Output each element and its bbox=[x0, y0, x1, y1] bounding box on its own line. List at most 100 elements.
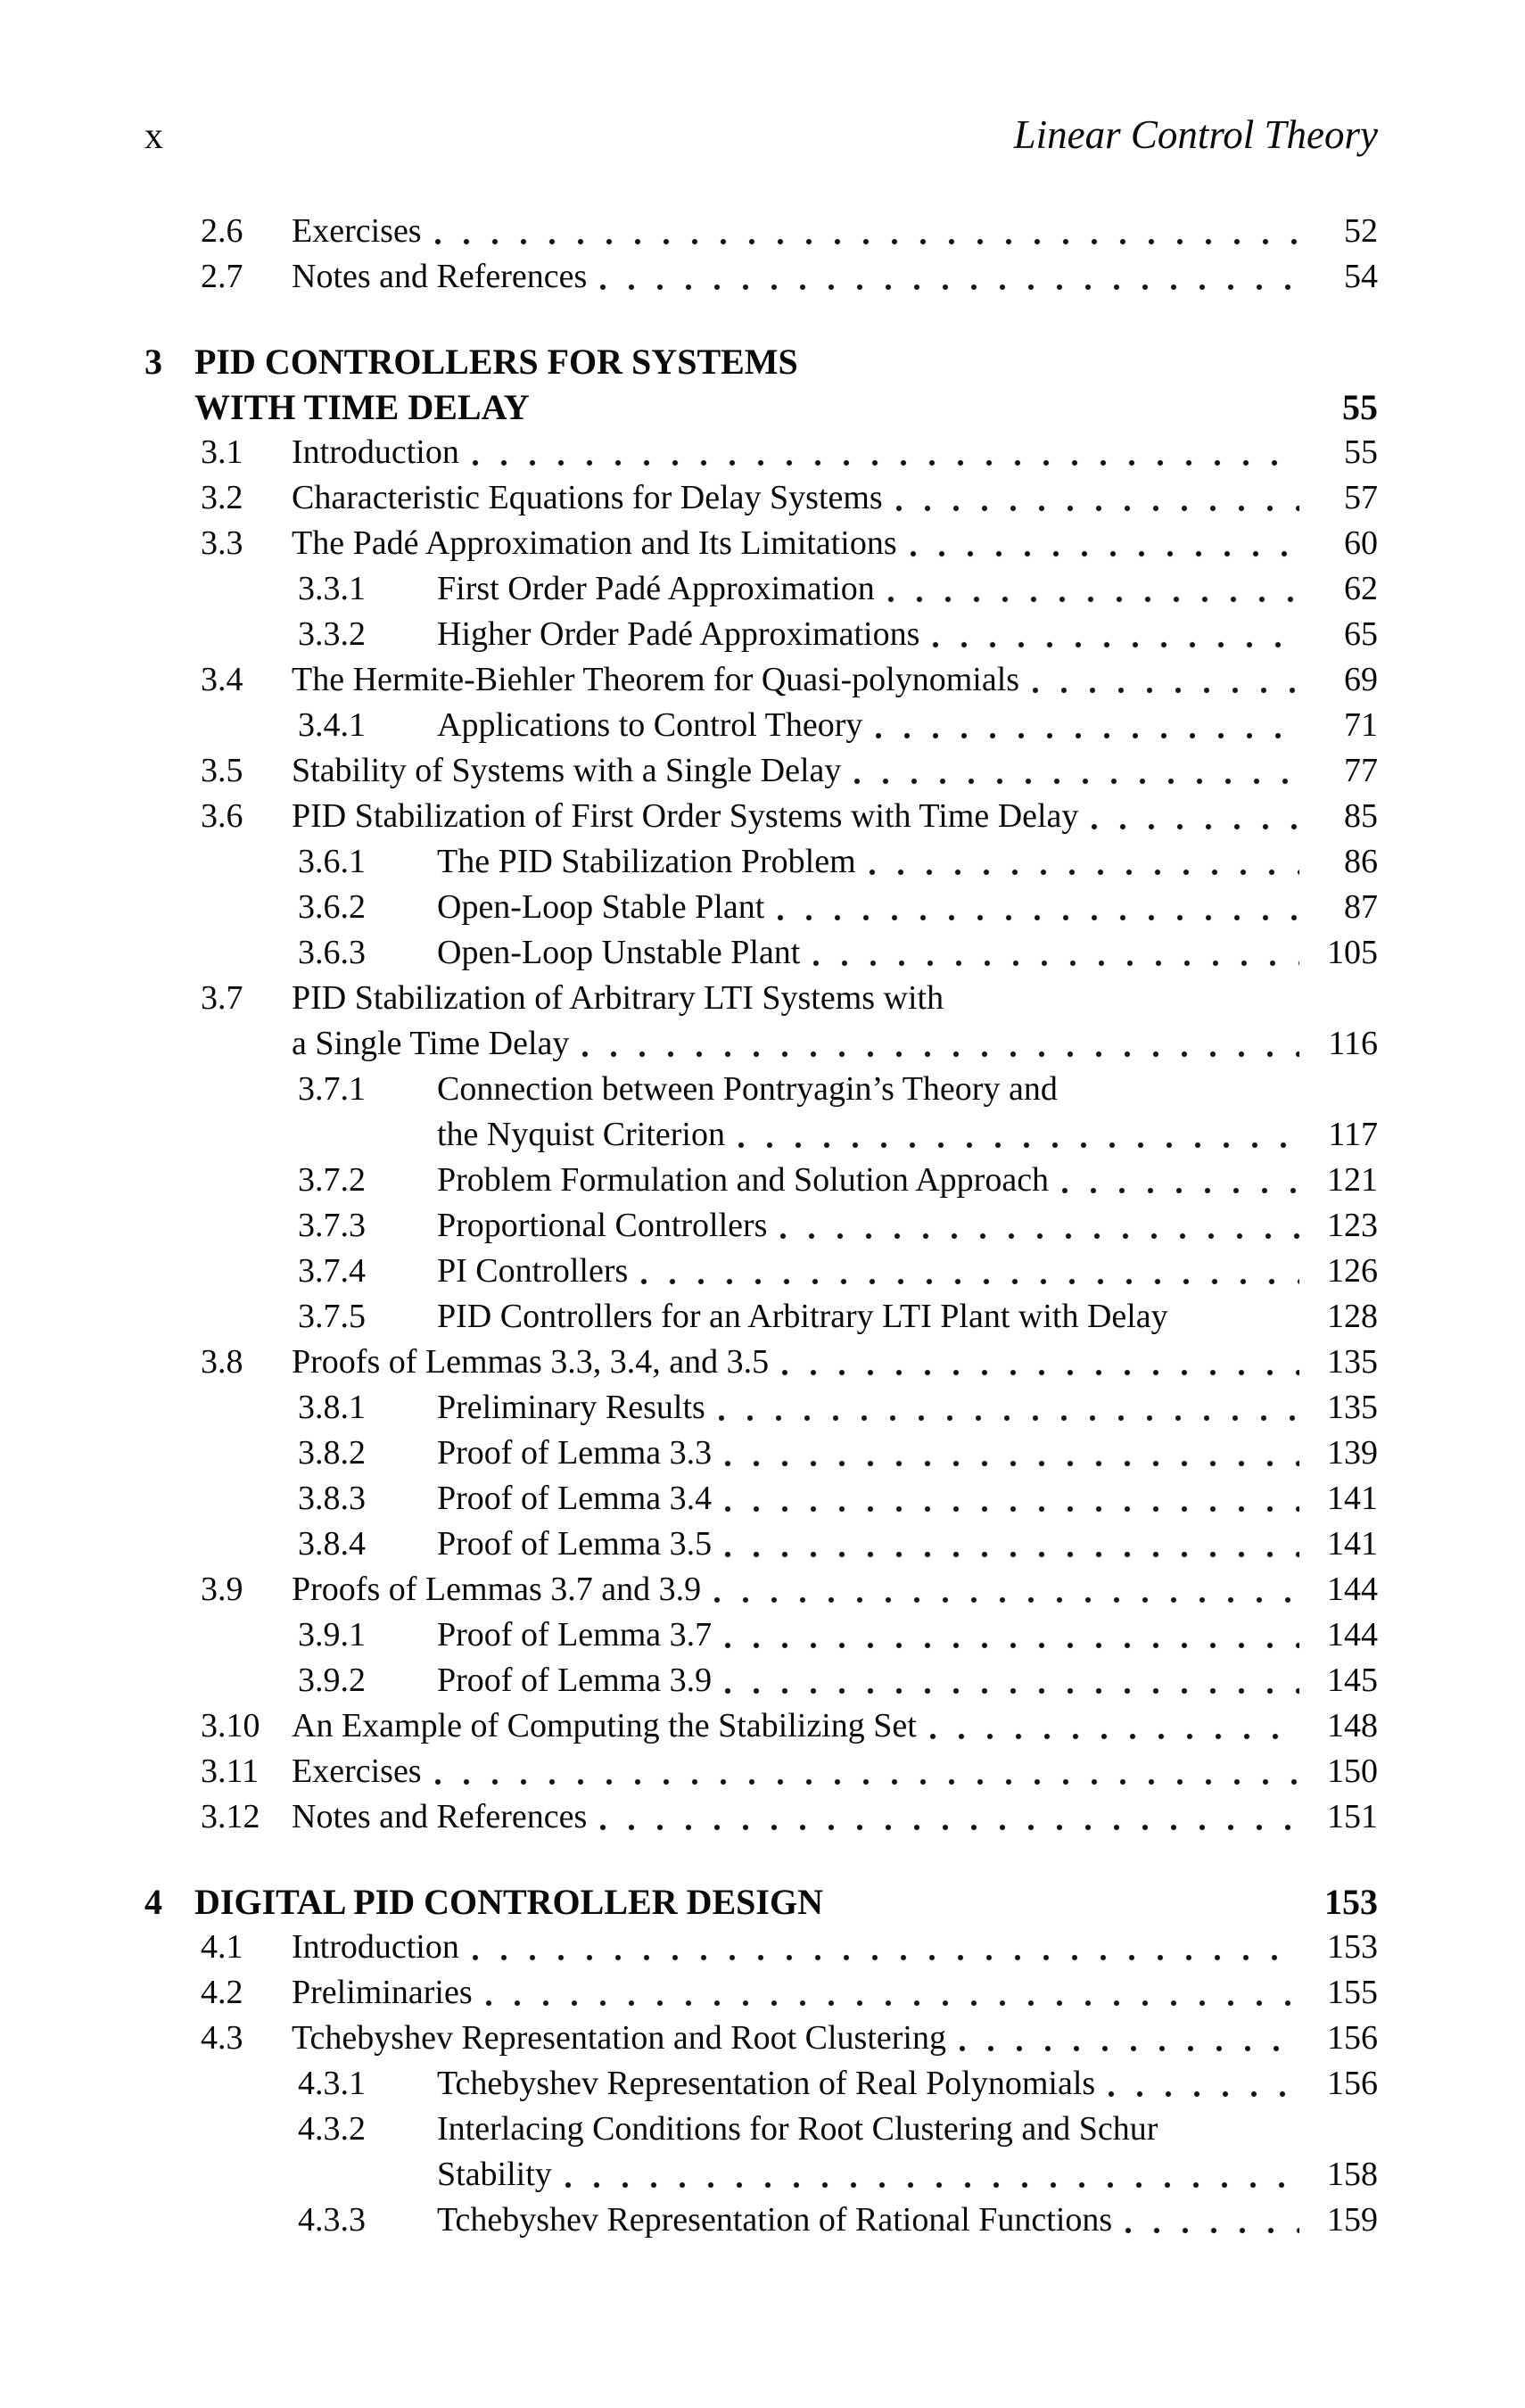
dot-leader bbox=[640, 1278, 1299, 1285]
dot-leader bbox=[928, 1733, 1299, 1740]
entry-page-number: 121 bbox=[1327, 1161, 1378, 1199]
entry-number: 2.6 bbox=[201, 212, 243, 250]
toc-entry-3.3.2: 3.3.2 Higher Order Padé Approximations 65 bbox=[144, 612, 1378, 657]
entry-page-number: 57 bbox=[1344, 479, 1378, 516]
toc-entry-3.5: 3.5 Stability of Systems with a Single De… bbox=[144, 748, 1378, 794]
entry-page-number: 77 bbox=[1344, 752, 1378, 789]
entry-number: 3.11 bbox=[201, 1752, 260, 1790]
entry-title: Exercises bbox=[292, 212, 422, 250]
toc-entry-3.8: 3.8 Proofs of Lemmas 3.3, 3.4, and 3.5 135 bbox=[144, 1340, 1378, 1385]
toc-entry-3.9.2: 3.9.2 Proof of Lemma 3.9 145 bbox=[144, 1658, 1378, 1703]
dot-leader bbox=[713, 1596, 1299, 1604]
entry-title: Tchebyshev Representation and Root Clust… bbox=[292, 2019, 946, 2057]
dot-leader bbox=[886, 596, 1299, 603]
entry-number: 3 bbox=[144, 342, 162, 382]
toc-entry-4.1: 4.1 Introduction 153 bbox=[144, 1925, 1378, 1970]
dot-leader bbox=[717, 1414, 1299, 1422]
entry-page-number: 105 bbox=[1327, 934, 1378, 971]
entry-number: 3.12 bbox=[201, 1798, 260, 1835]
entry-page-number: 148 bbox=[1327, 1707, 1378, 1744]
toc-entry-3.9.1: 3.9.1 Proof of Lemma 3.7 144 bbox=[144, 1612, 1378, 1658]
entry-number: 3.1 bbox=[201, 433, 243, 471]
dot-leader bbox=[433, 238, 1299, 245]
toc-entry-3.6.1: 3.6.1 The PID Stabilization Problem 86 bbox=[144, 839, 1378, 885]
entry-page-number: 126 bbox=[1327, 1252, 1378, 1290]
toc-entry-3.7.5: 3.7.5 PID Controllers for an Arbitrary LT… bbox=[144, 1294, 1378, 1340]
entry-title: Preliminary Results bbox=[437, 1389, 705, 1426]
entry-number: 3.8.2 bbox=[298, 1434, 366, 1472]
entry-number: 4.3 bbox=[201, 2019, 243, 2057]
toc-entry-3.7.1-continuation: the Nyquist Criterion 117 bbox=[144, 1112, 1378, 1158]
entry-number: 3.7.1 bbox=[298, 1070, 366, 1108]
toc-entry-3.7: 3.7 PID Stabilization of Arbitrary LTI Sy… bbox=[144, 976, 1378, 1021]
entry-title: PID Stabilization of Arbitrary LTI Syste… bbox=[292, 979, 944, 1017]
entry-title: Proof of Lemma 3.5 bbox=[437, 1525, 713, 1563]
entry-title-continuation: the Nyquist Criterion bbox=[437, 1116, 725, 1153]
entry-page-number: 158 bbox=[1327, 2156, 1378, 2193]
entry-page-number: 54 bbox=[1344, 258, 1378, 295]
toc-entry-3.8.1: 3.8.1 Preliminary Results 135 bbox=[144, 1385, 1378, 1431]
entry-title: Tchebyshev Representation of Real Polyno… bbox=[437, 2065, 1096, 2102]
toc-entry-3.4.1: 3.4.1 Applications to Control Theory 71 bbox=[144, 703, 1378, 748]
toc-entry-3.3: 3.3 The Padé Approximation and Its Limita… bbox=[144, 521, 1378, 566]
entry-page-number: 62 bbox=[1344, 570, 1378, 607]
entry-page-number: 150 bbox=[1327, 1752, 1378, 1790]
toc-entry-3.7.1: 3.7.1 Connection between Pontryagin’s The… bbox=[144, 1067, 1378, 1112]
entry-title-continuation: a Single Time Delay bbox=[292, 1025, 570, 1062]
entry-number: 4 bbox=[144, 1882, 162, 1922]
entry-number: 3.3.2 bbox=[298, 615, 366, 653]
entry-number: 3.7.5 bbox=[298, 1298, 366, 1335]
entry-page-number: 144 bbox=[1327, 1616, 1378, 1653]
toc-entry-3.9: 3.9 Proofs of Lemmas 3.7 and 3.9 144 bbox=[144, 1567, 1378, 1612]
toc-entry-3.12: 3.12 Notes and References 151 bbox=[144, 1794, 1378, 1840]
dot-leader bbox=[564, 2181, 1299, 2189]
entry-number: 3.7.2 bbox=[298, 1161, 366, 1199]
entry-page-number: 135 bbox=[1327, 1343, 1378, 1381]
entry-title: The Padé Approximation and Its Limitatio… bbox=[292, 524, 897, 562]
toc-entry-4.3.2-continuation: Stability 158 bbox=[144, 2152, 1378, 2198]
entry-number: 3.9.1 bbox=[298, 1616, 366, 1653]
entry-page-number: 87 bbox=[1344, 888, 1378, 926]
entry-title: Stability of Systems with a Single Delay bbox=[292, 752, 842, 789]
page-header: x Linear Control Theory bbox=[144, 109, 1378, 161]
dot-leader bbox=[471, 459, 1299, 466]
toc-entry-3.6.3: 3.6.3 Open-Loop Unstable Plant 105 bbox=[144, 930, 1378, 976]
dot-leader bbox=[484, 2000, 1299, 2007]
dot-leader bbox=[471, 1954, 1299, 1961]
toc-entry-3: 3 PID CONTROLLERS FOR SYSTEMS bbox=[144, 339, 1378, 384]
dot-leader bbox=[724, 1505, 1299, 1513]
toc-entry-4.3.1: 4.3.1 Tchebyshev Representation of Real P… bbox=[144, 2061, 1378, 2107]
dot-leader bbox=[1061, 1187, 1299, 1194]
entry-number: 3.4 bbox=[201, 661, 243, 698]
entry-title: Problem Formulation and Solution Approac… bbox=[437, 1161, 1050, 1199]
toc-entry-3.7-continuation: a Single Time Delay 116 bbox=[144, 1021, 1378, 1067]
toc-entry-2.7: 2.7 Notes and References 54 bbox=[144, 254, 1378, 300]
entry-number: 3.8.4 bbox=[298, 1525, 366, 1563]
folio-page-number: x bbox=[144, 116, 163, 157]
entry-page-number: 71 bbox=[1344, 706, 1378, 744]
toc-entry-3.10: 3.10 An Example of Computing the Stabiliz… bbox=[144, 1703, 1378, 1749]
dot-leader bbox=[779, 1233, 1299, 1240]
entry-number: 4.1 bbox=[201, 1928, 243, 1966]
entry-title: The PID Stabilization Problem bbox=[437, 843, 856, 880]
entry-page-number: 52 bbox=[1344, 212, 1378, 250]
toc: 2.6 Exercises 52 2.7 Notes and References 54 3… bbox=[144, 209, 1378, 2243]
entry-title: Proofs of Lemmas 3.3, 3.4, and 3.5 bbox=[292, 1343, 770, 1381]
entry-number: 3.6.1 bbox=[298, 843, 366, 880]
entry-page-number: 86 bbox=[1344, 843, 1378, 880]
entry-page-number: 151 bbox=[1327, 1798, 1378, 1835]
toc-entry-3.4: 3.4 The Hermite-Biehler Theorem for Quasi… bbox=[144, 657, 1378, 703]
entry-title: Open-Loop Unstable Plant bbox=[437, 934, 801, 971]
entry-number: 4.3.1 bbox=[298, 2065, 366, 2102]
entry-title: PID CONTROLLERS FOR SYSTEMS bbox=[194, 342, 798, 382]
entry-title: An Example of Computing the Stabilizing … bbox=[292, 1707, 917, 1744]
toc-entry-2.6: 2.6 Exercises 52 bbox=[144, 209, 1378, 254]
entry-title: Interlacing Conditions for Root Clusteri… bbox=[437, 2110, 1158, 2148]
toc-entry-3.11: 3.11 Exercises 150 bbox=[144, 1749, 1378, 1794]
entry-title: Proof of Lemma 3.3 bbox=[437, 1434, 713, 1472]
entry-number: 3.9.2 bbox=[298, 1662, 366, 1699]
entry-page-number: 135 bbox=[1327, 1389, 1378, 1426]
entry-title: PI Controllers bbox=[437, 1252, 629, 1290]
entry-number: 3.3 bbox=[201, 524, 243, 562]
entry-title: Proof of Lemma 3.4 bbox=[437, 1480, 713, 1517]
